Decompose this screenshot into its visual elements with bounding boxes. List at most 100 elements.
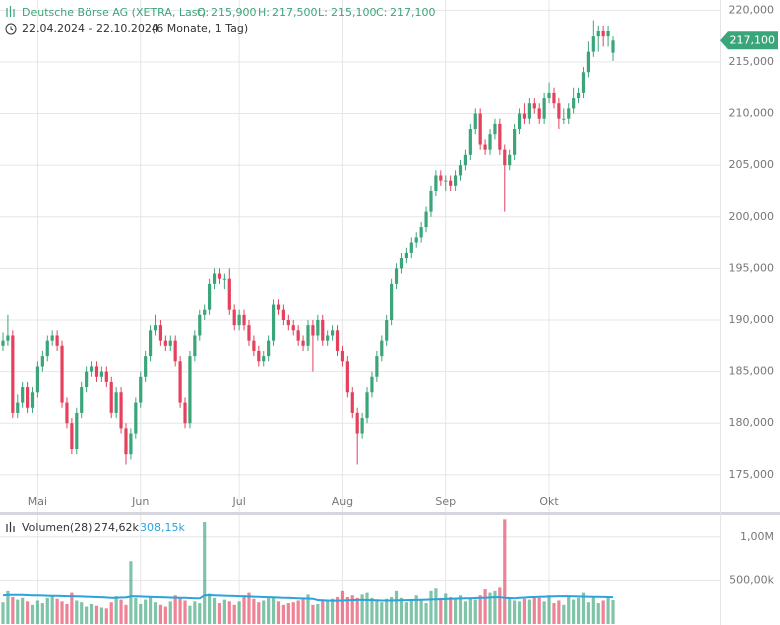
candle-body	[365, 392, 369, 419]
volume-bar	[119, 599, 123, 624]
volume-bar	[35, 600, 40, 624]
candle-body	[316, 320, 320, 336]
candle-body	[114, 392, 118, 413]
candle-body	[429, 190, 433, 212]
candle-body	[453, 175, 458, 186]
volume-bar	[537, 597, 541, 624]
candle-body	[513, 129, 517, 155]
volume-bar	[508, 597, 512, 624]
candle-body	[522, 113, 527, 119]
volume-bar	[89, 603, 94, 624]
volume-bar	[404, 602, 408, 624]
candle-body	[25, 387, 30, 408]
x-tick-label: Okt	[539, 495, 559, 508]
candle-body	[276, 304, 281, 310]
volume-bar	[458, 595, 463, 624]
x-tick-label: Jun	[131, 495, 149, 508]
volume-bar	[173, 595, 177, 624]
period: (6 Monate, 1 Tag)	[152, 22, 248, 35]
candle-body	[517, 113, 522, 130]
volume-average-line	[2, 593, 614, 602]
volume-bar	[483, 589, 487, 624]
volume-bar	[360, 594, 364, 624]
candle-body	[198, 314, 202, 336]
candle-body	[267, 340, 271, 357]
volume-bar	[45, 597, 49, 624]
volume-bar	[193, 601, 197, 624]
volume-bar	[434, 588, 438, 624]
volume-bar	[562, 604, 566, 624]
candle-body	[527, 103, 531, 119]
volume-bar	[148, 596, 153, 624]
candle-body	[335, 330, 340, 351]
volume-bar	[463, 601, 468, 624]
volume-bar	[94, 605, 99, 624]
volume-bar	[522, 598, 527, 624]
volume-bar	[385, 598, 389, 624]
candle-body	[576, 92, 581, 99]
volume-bar	[449, 596, 453, 624]
candle-body	[385, 320, 389, 341]
low-value: 215,100	[331, 6, 377, 19]
volume-bar	[340, 590, 345, 624]
candle-body	[562, 118, 566, 120]
volume-bar	[75, 600, 79, 624]
volume-bar	[144, 599, 148, 624]
candle-body	[21, 387, 25, 403]
volume-bar	[183, 600, 187, 624]
candle-body	[203, 309, 207, 315]
volume-bar	[227, 601, 231, 624]
clock-hands	[10, 26, 14, 31]
candle-body	[271, 304, 276, 341]
candle-body	[345, 361, 349, 393]
x-tick-label: Aug	[332, 495, 353, 508]
volume-bar	[114, 596, 118, 624]
candle-body	[60, 345, 64, 403]
candle-body	[419, 227, 423, 238]
open-label: O:	[197, 6, 209, 19]
candle-body	[567, 108, 571, 119]
y-tick-label: 185,000	[729, 365, 775, 378]
volume-bar	[513, 600, 517, 624]
volume-bar	[124, 604, 128, 624]
candle-body	[262, 356, 266, 362]
volume-bar	[296, 600, 300, 624]
candle-body	[227, 278, 231, 310]
candle-body	[208, 283, 212, 310]
volume-bar	[601, 600, 605, 624]
candle-body	[611, 40, 615, 53]
candle-body	[463, 154, 468, 166]
candle-body	[552, 92, 556, 104]
volume-bar	[596, 603, 600, 624]
candle-body	[1, 340, 5, 346]
candle-body	[144, 356, 148, 377]
volume-bar	[370, 597, 374, 624]
volume-bar	[301, 597, 305, 624]
candle-body	[104, 371, 108, 382]
candle-body	[449, 180, 453, 186]
y-tick-label: 220,000	[729, 3, 775, 16]
candle-body	[444, 180, 448, 182]
volume-tick-label: 500,00k	[729, 573, 774, 586]
candle-body	[252, 340, 256, 351]
y-tick-label: 215,000	[729, 55, 775, 68]
candle-body	[498, 123, 502, 150]
candle-body	[183, 402, 187, 424]
candle-body	[503, 149, 507, 166]
volume-bar	[11, 596, 15, 624]
candle-body	[291, 325, 295, 331]
volume-bar	[242, 595, 246, 624]
candle-body	[458, 165, 463, 176]
volume-bar	[153, 602, 158, 624]
volume-bar	[158, 604, 163, 624]
volume-bar	[414, 595, 418, 624]
volume-bar	[139, 603, 143, 624]
volume-bar	[390, 596, 394, 624]
volume-bar	[316, 603, 320, 624]
candle-body	[75, 412, 79, 450]
high-value: 217,500	[272, 6, 318, 19]
candle-body	[301, 340, 305, 346]
candle-body	[424, 211, 428, 228]
y-tick-label: 195,000	[729, 261, 775, 274]
candle-body	[596, 30, 600, 37]
